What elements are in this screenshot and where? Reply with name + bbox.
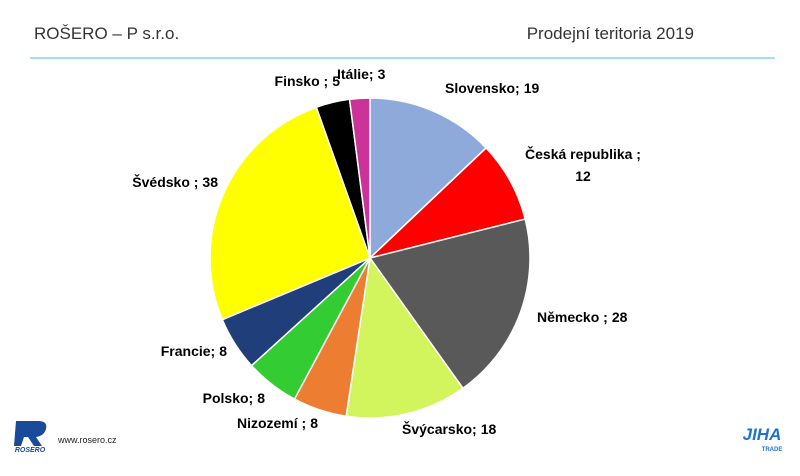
pie-slice — [348, 97, 371, 259]
slice-label: Švédsko ; 38 — [132, 173, 218, 190]
value-label: 3 — [378, 66, 386, 82]
category-label: Švédsko ; — [132, 173, 198, 190]
header-right: Prodejní teritoria 2019 — [527, 24, 694, 43]
pie-slice — [345, 256, 464, 419]
slice-label: Francie; 8 — [161, 343, 227, 359]
category-label: Nizozemí ; — [237, 415, 306, 431]
logo-right-sub: TRADE — [762, 447, 783, 453]
value-label: 19 — [524, 80, 540, 96]
logo-right: JIHA — [743, 425, 782, 444]
value-label: 8 — [257, 390, 265, 406]
slice-label: Slovensko; 19 — [445, 80, 539, 96]
value-label: 8 — [310, 415, 318, 431]
category-label: Slovensko; — [445, 80, 520, 96]
header-left: ROŠERO – P s.r.o. — [34, 24, 179, 43]
value-label: 8 — [219, 343, 227, 359]
logo-text: ROSERO — [15, 447, 46, 454]
category-label: Itálie; — [337, 66, 374, 82]
category-label: Česká republika ; — [525, 145, 641, 162]
value-label: 18 — [481, 421, 497, 437]
pie-slice — [368, 218, 531, 390]
category-label: Německo ; — [537, 309, 608, 325]
logo-left: ROSERO — [14, 421, 47, 454]
slice-label: Polsko; 8 — [203, 390, 266, 406]
value-label: 5 — [332, 73, 340, 89]
logo-shape — [14, 421, 47, 446]
value-label: 38 — [202, 174, 218, 190]
footer-url: www.rosero.cz — [57, 435, 117, 445]
value-label: 12 — [575, 168, 591, 184]
slice-label: Švýcarsko; 18 — [402, 420, 497, 437]
category-label: Francie; — [161, 343, 215, 359]
slice-label: Itálie; 3 — [337, 66, 386, 82]
category-label: Finsko ; — [275, 73, 329, 89]
pie-chart: Slovensko; 19 Česká republika ; 12 Německo ;… — [132, 66, 641, 437]
slice-label: Německo ; 28 — [537, 309, 628, 325]
slice-label: Česká republika ; 12 — [525, 145, 641, 184]
slice-label: Finsko ; 5 — [275, 73, 341, 89]
category-label: Švýcarsko; — [402, 420, 477, 437]
pie-slice — [209, 106, 371, 321]
category-label: Polsko; — [203, 390, 254, 406]
value-label: 28 — [612, 309, 628, 325]
slice-label: Nizozemí ; 8 — [237, 415, 318, 431]
pie-slice — [369, 97, 488, 260]
